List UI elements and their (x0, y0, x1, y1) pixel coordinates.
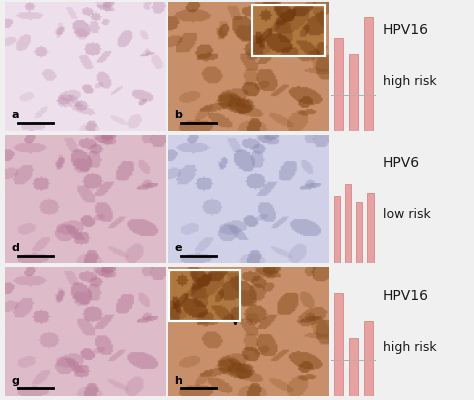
Text: g: g (11, 376, 19, 386)
Text: 0-4: 0-4 (346, 144, 361, 154)
Bar (356, 202, 362, 263)
Text: HPV16: HPV16 (383, 288, 429, 302)
Bar (334, 293, 343, 396)
Text: HPV6: HPV6 (383, 156, 420, 170)
Text: high risk: high risk (383, 340, 437, 354)
Bar (170, 270, 240, 321)
Bar (365, 321, 373, 396)
Text: b: b (174, 110, 182, 120)
Bar (334, 38, 343, 131)
Bar (367, 192, 374, 263)
Text: low risk: low risk (383, 208, 431, 221)
Text: e: e (174, 243, 182, 253)
Text: high risk: high risk (383, 75, 437, 88)
Bar (365, 18, 373, 131)
Text: 27: 27 (347, 276, 360, 286)
Text: a: a (11, 110, 18, 120)
Bar (349, 338, 358, 396)
Text: f: f (332, 267, 337, 277)
Text: h: h (174, 376, 182, 386)
Bar (349, 54, 358, 131)
Text: d: d (11, 243, 19, 253)
Bar (334, 196, 340, 263)
Text: HPV16: HPV16 (383, 23, 429, 37)
Bar (170, 270, 240, 321)
Bar (345, 184, 351, 263)
Text: c: c (332, 135, 338, 145)
Bar (252, 4, 326, 56)
Bar (252, 4, 326, 56)
